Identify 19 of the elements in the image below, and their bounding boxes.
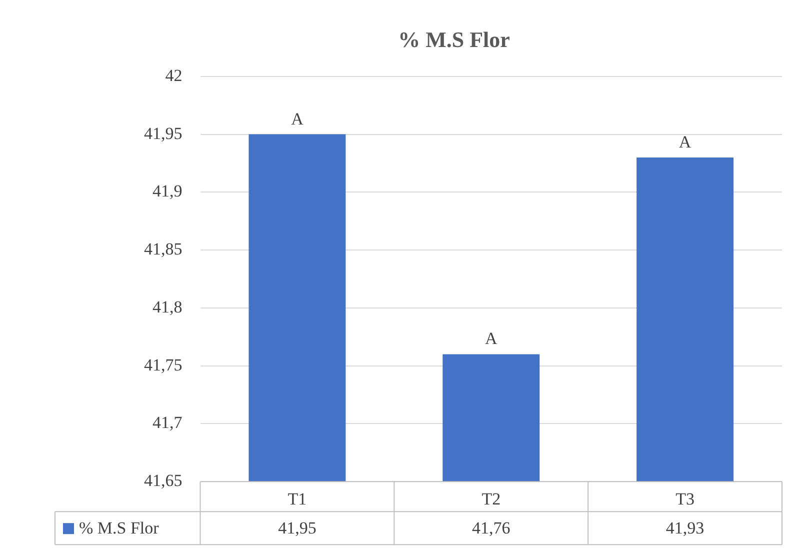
- annotation: A: [484, 329, 498, 348]
- data-label: 41,93: [666, 518, 704, 538]
- x-tick-label: T1: [288, 489, 307, 508]
- data-label: 41,76: [472, 518, 510, 538]
- y-tick-label: 41,95: [144, 124, 182, 143]
- y-tick-label: 41,8: [152, 297, 182, 316]
- x-tick-label: T2: [482, 489, 501, 508]
- y-tick-label: 41,9: [152, 182, 182, 201]
- y-tick-label: 41,7: [152, 413, 183, 432]
- annotation: A: [291, 109, 304, 128]
- x-tick-label: T3: [676, 489, 694, 508]
- y-tick-label: 41,85: [144, 240, 182, 259]
- y-tick-label: 42: [165, 66, 182, 85]
- y-tick-label: 41,75: [144, 355, 182, 374]
- legend-label: % M.S Flor: [79, 518, 160, 538]
- chart-title: % M.S Flor: [398, 26, 510, 52]
- y-tick-label: 41,65: [144, 471, 182, 490]
- annotation: A: [678, 132, 692, 152]
- data-label: 41,95: [278, 518, 316, 538]
